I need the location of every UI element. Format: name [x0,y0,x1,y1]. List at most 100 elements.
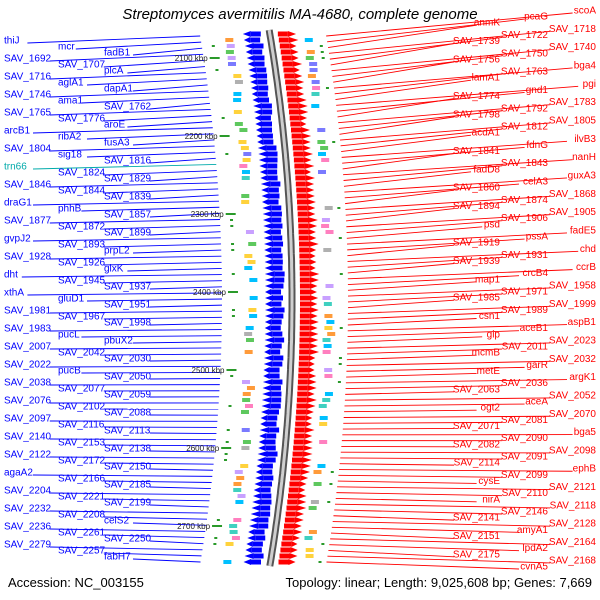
forward-gene-label: SAV_2168 [549,555,597,566]
forward-gene-block [288,493,299,499]
reverse-gene-arrow [264,289,272,295]
forward-gene-label: SAV_2164 [549,537,597,548]
cog-block-right [324,392,333,396]
cog-block-left [231,536,240,540]
reverse-gene-label: SAV_2140 [4,432,52,443]
reverse-gene-block [254,61,265,67]
reverse-gene-label: SAV_2208 [58,510,106,521]
forward-gene-label: SAV_2036 [501,378,549,389]
cog-block-right [322,338,331,342]
reverse-callout-line [49,456,215,459]
reverse-gene-label: dht [4,270,18,281]
reverse-callout-line [149,540,204,545]
reverse-callout-line [103,534,205,538]
forward-gene-block [279,553,290,559]
reverse-callout-line [149,486,211,490]
green-marker-left [225,441,229,443]
forward-gene-arrow [307,385,317,391]
reverse-gene-arrow [253,103,262,109]
reverse-callout-line [149,231,221,236]
forward-callout-line [342,428,455,430]
forward-gene-block [298,223,309,229]
forward-gene-block [298,229,309,235]
reverse-gene-label: prpL2 [104,246,130,257]
green-marker-left [224,453,228,455]
forward-callout-line [347,305,551,314]
forward-callout-line [345,201,503,216]
forward-gene-arrow [304,427,315,433]
reverse-gene-arrow [262,385,271,391]
cog-block-right [317,140,326,144]
forward-gene-label: SAV_1722 [501,30,549,41]
reverse-callout-line [103,316,222,320]
cog-block-left [234,122,243,126]
reverse-gene-label: ribA2 [58,132,82,143]
reverse-gene-label: SAV_1937 [104,282,152,293]
forward-gene-arrow [306,187,315,193]
reverse-gene-label: pucB [58,366,81,377]
reverse-gene-block [251,547,262,553]
forward-gene-label: SAV_2071 [453,421,501,432]
reverse-gene-label: SAV_2199 [104,498,152,509]
forward-gene-block [292,457,303,463]
reverse-callout-line [21,274,222,278]
reverse-callout-line [132,84,208,92]
forward-gene-block [297,391,308,397]
forward-callout-line [334,73,503,95]
forward-callout-line [335,497,477,503]
forward-callout-line [332,521,551,527]
cog-block-left [227,56,236,60]
forward-gene-block [286,91,297,97]
reverse-gene-arrow [264,253,273,259]
forward-gene-label: cvnA5 [520,562,548,573]
green-marker-right [339,327,343,329]
reverse-gene-label: sig18 [58,150,82,161]
cog-block-left [241,170,250,174]
forward-gene-label: lpdA2 [522,543,548,554]
reverse-callout-line [132,47,203,56]
cog-block-left [223,560,232,564]
forward-gene-label: SAV_1783 [549,97,597,108]
forward-gene-label: pcaG [524,12,548,23]
cog-block-right [319,422,328,426]
reverse-gene-block [271,205,282,211]
forward-gene-arrow [297,499,307,505]
forward-gene-block [296,403,307,409]
forward-callout-line [343,165,503,181]
reverse-gene-block [272,331,283,337]
reverse-callout-line [49,145,215,152]
green-marker-left [230,225,234,227]
forward-gene-block [295,421,306,427]
cog-block-left [245,326,254,330]
reverse-gene-arrow [250,511,261,517]
forward-gene-block [286,505,297,511]
forward-gene-label: SAV_2099 [501,470,549,481]
forward-gene-label: SAV_1999 [549,299,597,310]
reverse-gene-label: SAV_2088 [104,408,152,419]
forward-gene-block [295,175,306,181]
green-marker-left [231,273,235,275]
reverse-callout-line [32,127,213,134]
green-marker-right [339,273,343,275]
cog-block-left [229,524,238,528]
forward-gene-block [299,343,310,349]
kbp-tick-label: 2100 kbp [175,54,208,63]
reverse-gene-label: arcB1 [4,126,31,137]
reverse-gene-label: fusA3 [104,138,130,149]
reverse-callout-line [103,115,212,122]
forward-gene-block [289,115,300,121]
reverse-gene-block [270,385,281,391]
cog-block-left [225,50,234,54]
cog-block-left [242,440,251,444]
forward-gene-label: SAV_2175 [453,549,501,560]
forward-callout-line [328,549,455,558]
forward-callout-line [344,403,525,407]
reverse-gene-label: SAV_1804 [4,144,52,155]
forward-gene-arrow [287,31,297,37]
forward-gene-label: SAV_1740 [549,42,597,53]
map-title: Streptomyces avermitilis MA-4680, comple… [122,6,478,23]
forward-callout-line [330,538,551,546]
reverse-gene-label: SAV_1829 [104,174,152,185]
forward-gene-label: aceA [525,397,548,408]
cog-block-right [306,50,315,54]
